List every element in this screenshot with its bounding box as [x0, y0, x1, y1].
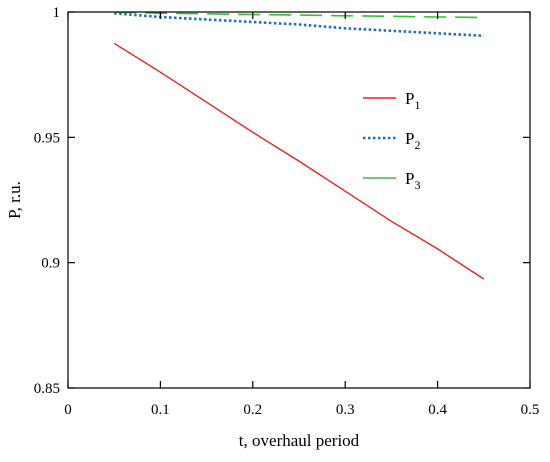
legend-label-3: P3 [405, 169, 420, 192]
x-tick-label: 0 [64, 402, 72, 418]
y-axis-title: P, r.u. [5, 181, 24, 219]
x-tick-label: 0.1 [151, 402, 170, 418]
x-tick-label: 0.5 [521, 402, 540, 418]
series-line-2 [114, 12, 484, 38]
legend-label-2: P2 [405, 129, 420, 152]
x-tick-label: 0.4 [428, 402, 447, 418]
y-tick-label: 1 [53, 5, 61, 21]
x-tick-label: 0.2 [243, 402, 262, 418]
series-lines [113, 12, 485, 280]
legend-label-subscript: 1 [414, 98, 420, 112]
x-tick-label: 0.3 [336, 402, 355, 418]
legend-label-1: P1 [405, 89, 420, 112]
y-tick-label: 0.95 [34, 130, 60, 146]
legend-label-main: P [405, 169, 414, 188]
legend-label-subscript: 3 [414, 178, 420, 192]
legend-label-main: P [405, 89, 414, 108]
plot-frame [67, 11, 531, 389]
legend-label-main: P [405, 129, 414, 148]
y-tick-label: 0.9 [41, 256, 60, 272]
legend-label-subscript: 2 [414, 138, 420, 152]
tick-labels: 0 0.1 0.2 0.3 0.4 0.5 0.85 0.9 0.95 1 [34, 5, 540, 418]
x-axis-title: t, overhaul period [239, 431, 360, 450]
series-line-1 [113, 42, 485, 280]
axis-ticks [67, 11, 531, 389]
y-tick-label: 0.85 [34, 381, 60, 397]
